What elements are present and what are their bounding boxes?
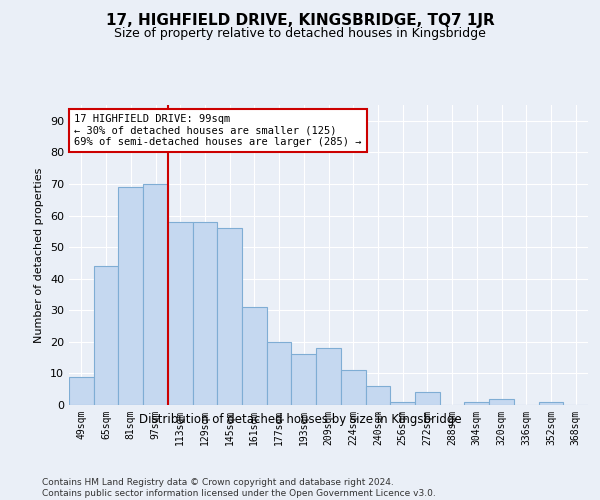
Text: Distribution of detached houses by size in Kingsbridge: Distribution of detached houses by size … — [139, 412, 461, 426]
Bar — [489, 398, 514, 405]
Bar — [415, 392, 440, 405]
Text: Contains HM Land Registry data © Crown copyright and database right 2024.
Contai: Contains HM Land Registry data © Crown c… — [42, 478, 436, 498]
Bar — [242, 307, 267, 405]
Bar — [539, 402, 563, 405]
Bar — [267, 342, 292, 405]
Bar — [69, 376, 94, 405]
Bar — [118, 187, 143, 405]
Bar — [390, 402, 415, 405]
Bar — [94, 266, 118, 405]
Bar — [341, 370, 365, 405]
Text: 17, HIGHFIELD DRIVE, KINGSBRIDGE, TQ7 1JR: 17, HIGHFIELD DRIVE, KINGSBRIDGE, TQ7 1J… — [106, 12, 494, 28]
Y-axis label: Number of detached properties: Number of detached properties — [34, 168, 44, 342]
Text: 17 HIGHFIELD DRIVE: 99sqm
← 30% of detached houses are smaller (125)
69% of semi: 17 HIGHFIELD DRIVE: 99sqm ← 30% of detac… — [74, 114, 362, 147]
Bar — [168, 222, 193, 405]
Bar — [143, 184, 168, 405]
Bar — [217, 228, 242, 405]
Bar — [193, 222, 217, 405]
Text: Size of property relative to detached houses in Kingsbridge: Size of property relative to detached ho… — [114, 28, 486, 40]
Bar — [365, 386, 390, 405]
Bar — [464, 402, 489, 405]
Bar — [316, 348, 341, 405]
Bar — [292, 354, 316, 405]
